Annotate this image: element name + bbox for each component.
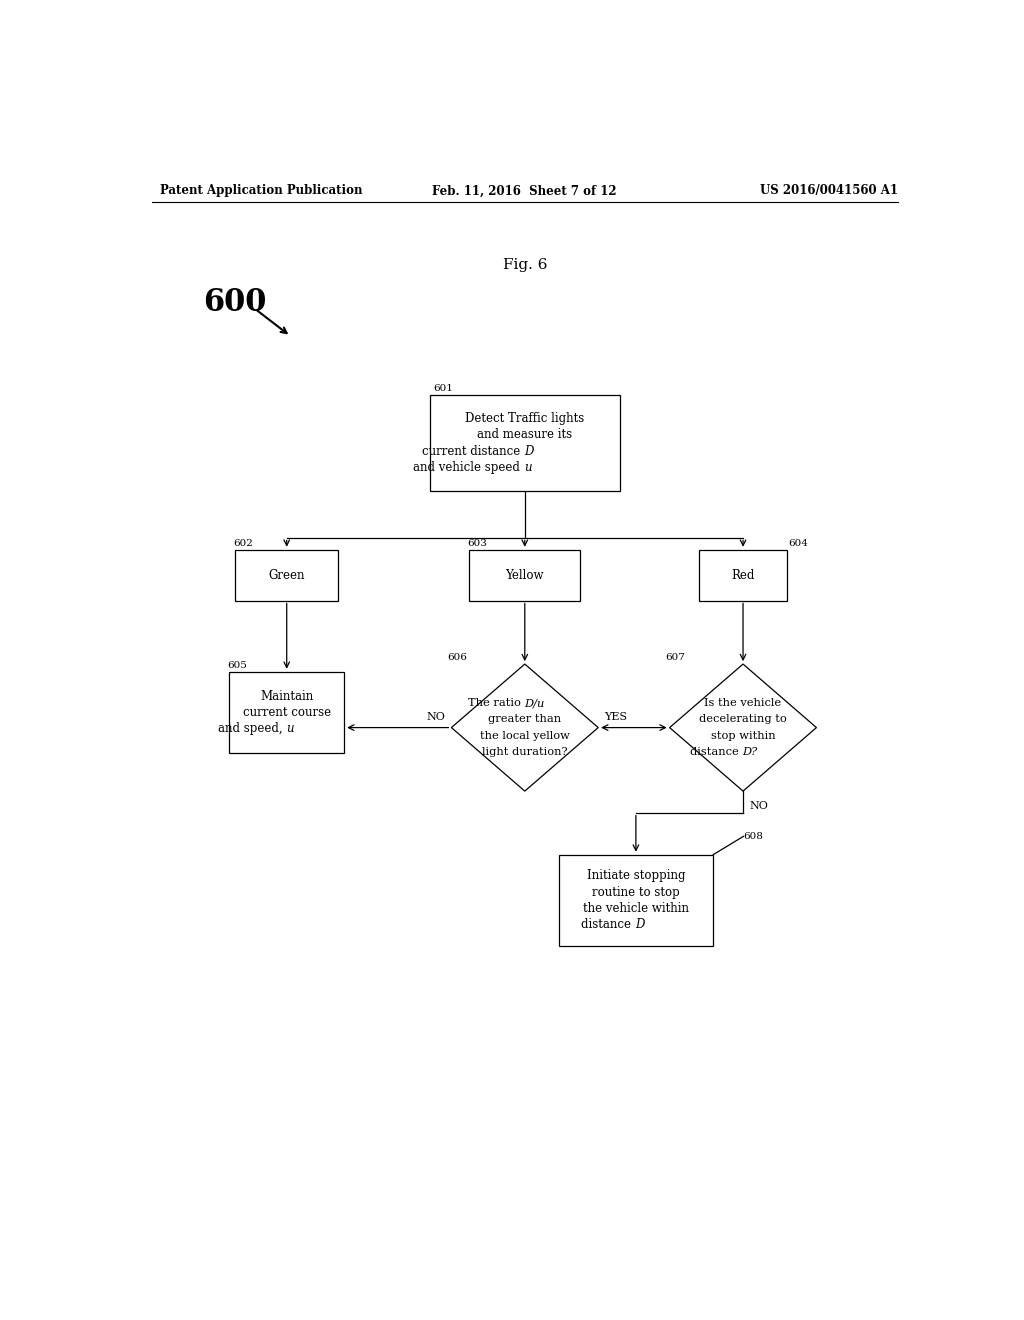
- Text: D?: D?: [742, 747, 758, 756]
- Text: Maintain: Maintain: [260, 689, 313, 702]
- Polygon shape: [670, 664, 816, 791]
- Text: D: D: [635, 919, 644, 932]
- Text: u: u: [286, 722, 294, 735]
- FancyBboxPatch shape: [558, 854, 714, 946]
- Text: 606: 606: [447, 653, 467, 663]
- Text: Patent Application Publication: Patent Application Publication: [160, 185, 362, 198]
- Text: The ratio: The ratio: [468, 698, 524, 709]
- Text: Fig. 6: Fig. 6: [503, 259, 547, 272]
- Text: and vehicle speed: and vehicle speed: [414, 461, 524, 474]
- Text: Is the vehicle: Is the vehicle: [705, 698, 781, 709]
- Text: 603: 603: [468, 539, 487, 548]
- Text: NO: NO: [426, 713, 445, 722]
- FancyBboxPatch shape: [469, 549, 581, 601]
- Text: YES: YES: [604, 713, 628, 722]
- Text: routine to stop: routine to stop: [592, 886, 680, 899]
- Text: 601: 601: [433, 384, 454, 392]
- Text: Green: Green: [268, 569, 305, 582]
- Text: and measure its: and measure its: [477, 429, 572, 441]
- Text: D/u: D/u: [524, 698, 545, 709]
- FancyBboxPatch shape: [699, 549, 786, 601]
- Polygon shape: [452, 664, 598, 791]
- FancyBboxPatch shape: [229, 672, 344, 752]
- Text: Detect Traffic lights: Detect Traffic lights: [465, 412, 585, 425]
- Text: Red: Red: [731, 569, 755, 582]
- Text: Initiate stopping: Initiate stopping: [587, 870, 685, 883]
- Text: distance: distance: [582, 919, 635, 932]
- Text: 600: 600: [204, 288, 267, 318]
- FancyBboxPatch shape: [236, 549, 338, 601]
- Text: current distance: current distance: [422, 445, 524, 458]
- Text: Yellow: Yellow: [506, 569, 544, 582]
- Text: 608: 608: [743, 832, 763, 841]
- Text: distance: distance: [690, 747, 742, 756]
- Text: current course: current course: [243, 706, 331, 719]
- Text: US 2016/0041560 A1: US 2016/0041560 A1: [760, 185, 898, 198]
- Text: Feb. 11, 2016  Sheet 7 of 12: Feb. 11, 2016 Sheet 7 of 12: [432, 185, 617, 198]
- Text: greater than: greater than: [488, 714, 561, 725]
- Text: and speed,: and speed,: [217, 722, 286, 735]
- Text: u: u: [524, 461, 531, 474]
- FancyBboxPatch shape: [430, 395, 620, 491]
- Text: NO: NO: [750, 801, 768, 812]
- Text: stop within: stop within: [711, 731, 775, 741]
- Text: 605: 605: [227, 660, 248, 669]
- Text: decelerating to: decelerating to: [699, 714, 786, 725]
- Text: the local yellow: the local yellow: [480, 731, 569, 741]
- Text: the vehicle within: the vehicle within: [583, 902, 689, 915]
- Text: D: D: [524, 445, 534, 458]
- Text: 604: 604: [788, 539, 808, 548]
- Text: 607: 607: [666, 653, 685, 663]
- Text: light duration?: light duration?: [482, 747, 567, 756]
- Text: 602: 602: [233, 539, 253, 548]
